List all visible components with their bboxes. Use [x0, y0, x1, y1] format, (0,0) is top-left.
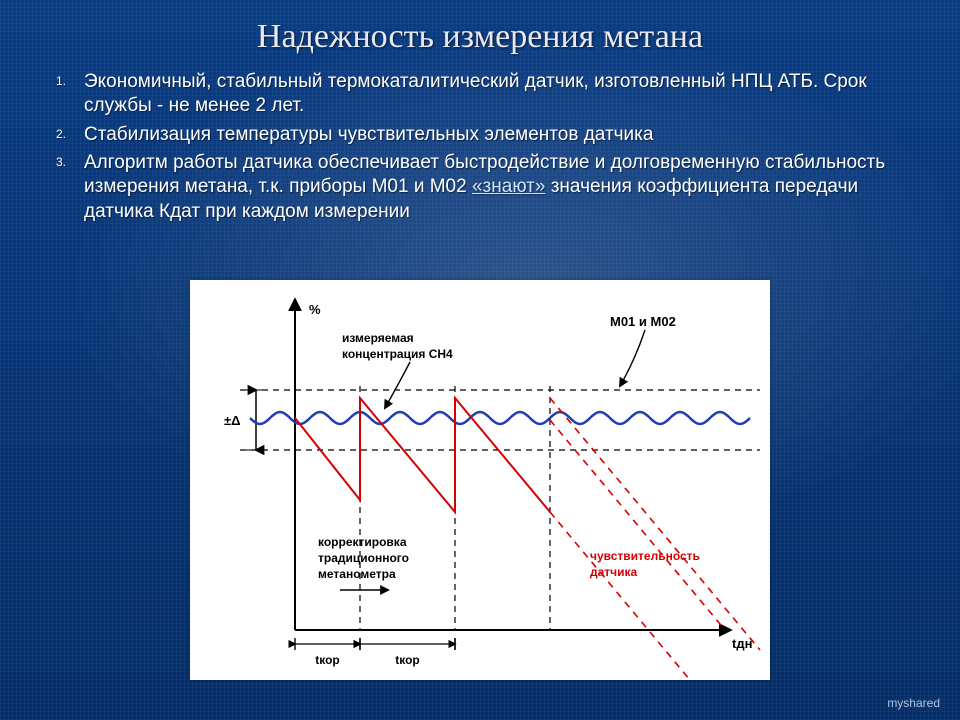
svg-text:датчика: датчика	[590, 565, 638, 579]
svg-text:чувствительность: чувствительность	[590, 549, 700, 563]
list-number: 3.	[56, 151, 84, 224]
svg-text:tкор: tкор	[395, 653, 420, 667]
page-title: Надежность измерения метана	[0, 0, 960, 56]
svg-text:метанометра: метанометра	[318, 567, 396, 581]
svg-text:корректировка: корректировка	[318, 535, 407, 549]
list-text: Алгоритм работы датчика обеспечивает быс…	[84, 151, 904, 224]
list-text: Экономичный, стабильный термокаталитичес…	[84, 70, 904, 119]
svg-text:tкор: tкор	[315, 653, 340, 667]
footer-watermark: myshared	[887, 696, 940, 710]
svg-text:±Δ: ±Δ	[224, 413, 240, 428]
svg-text:%: %	[309, 302, 321, 317]
svg-text:измеряемая: измеряемая	[342, 331, 414, 345]
list-number: 1.	[56, 70, 84, 119]
svg-text:традиционного: традиционного	[318, 551, 409, 565]
list-item: 3. Алгоритм работы датчика обеспечивает …	[56, 151, 904, 224]
list-item: 2. Стабилизация температуры чувствительн…	[56, 123, 904, 147]
list-text: Стабилизация температуры чувствительных …	[84, 123, 904, 147]
svg-text:концентрация CH4: концентрация CH4	[342, 347, 453, 361]
know-link[interactable]: «знают»	[472, 176, 545, 197]
chart-figure: %tдн±Δизмеряемаяконцентрация CH4M01 и M0…	[190, 280, 770, 680]
list-item: 1. Экономичный, стабильный термокаталити…	[56, 70, 904, 119]
bullet-list: 1. Экономичный, стабильный термокаталити…	[56, 70, 904, 224]
list-number: 2.	[56, 123, 84, 147]
svg-text:M01 и M02: M01 и M02	[610, 314, 676, 329]
